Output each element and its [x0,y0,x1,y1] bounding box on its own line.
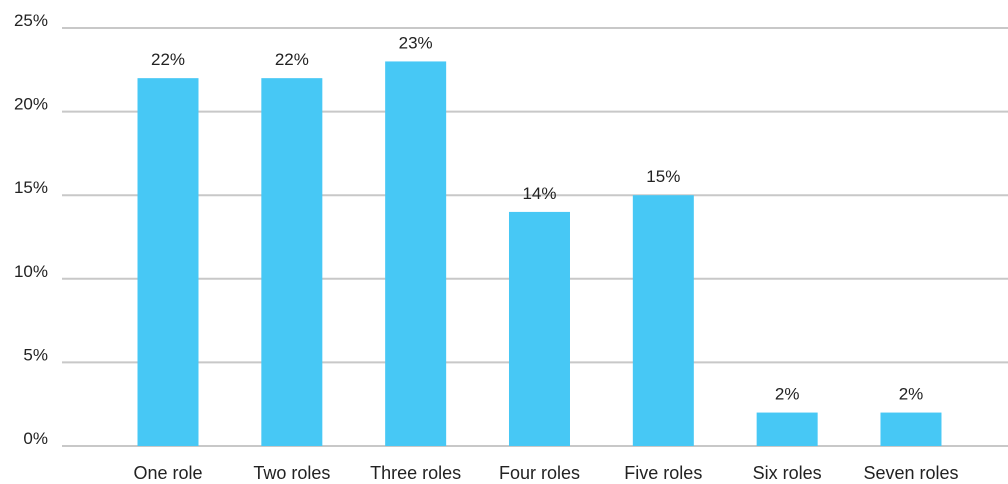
y-tick-label: 10% [14,262,48,281]
bar-six-roles [756,412,818,446]
data-label: 22% [275,50,309,69]
bar-four-roles [508,211,570,446]
x-category-label: One role [133,463,202,483]
x-category-label: Three roles [370,463,461,483]
bar-seven-roles [880,412,942,446]
bar-three-roles [385,61,447,446]
data-label: 14% [522,184,556,203]
data-label: 15% [646,167,680,186]
y-tick-label: 15% [14,178,48,197]
bar-two-roles [261,78,323,446]
data-label: 2% [775,385,800,404]
bars [137,61,942,446]
data-label: 2% [899,385,924,404]
bar-five-roles [632,195,694,446]
x-category-label: Four roles [499,463,580,483]
y-tick-label: 0% [23,429,48,448]
x-category-label: Seven roles [863,463,958,483]
y-tick-label: 5% [23,345,48,364]
data-label: 23% [399,33,433,52]
y-tick-label: 20% [14,95,48,114]
data-labels: 22% 22% 23% 14% 15% 2% 2% [151,33,923,403]
y-tick-label: 25% [14,11,48,30]
y-axis-tick-labels: 0% 5% 10% 15% 20% 25% [14,11,48,448]
data-label: 22% [151,50,185,69]
x-axis-category-labels: One role Two roles Three roles Four roles Fi… [133,463,958,483]
x-category-label: Two roles [253,463,330,483]
x-category-label: Six roles [753,463,822,483]
x-category-label: Five roles [624,463,702,483]
bar-one-role [137,78,199,446]
